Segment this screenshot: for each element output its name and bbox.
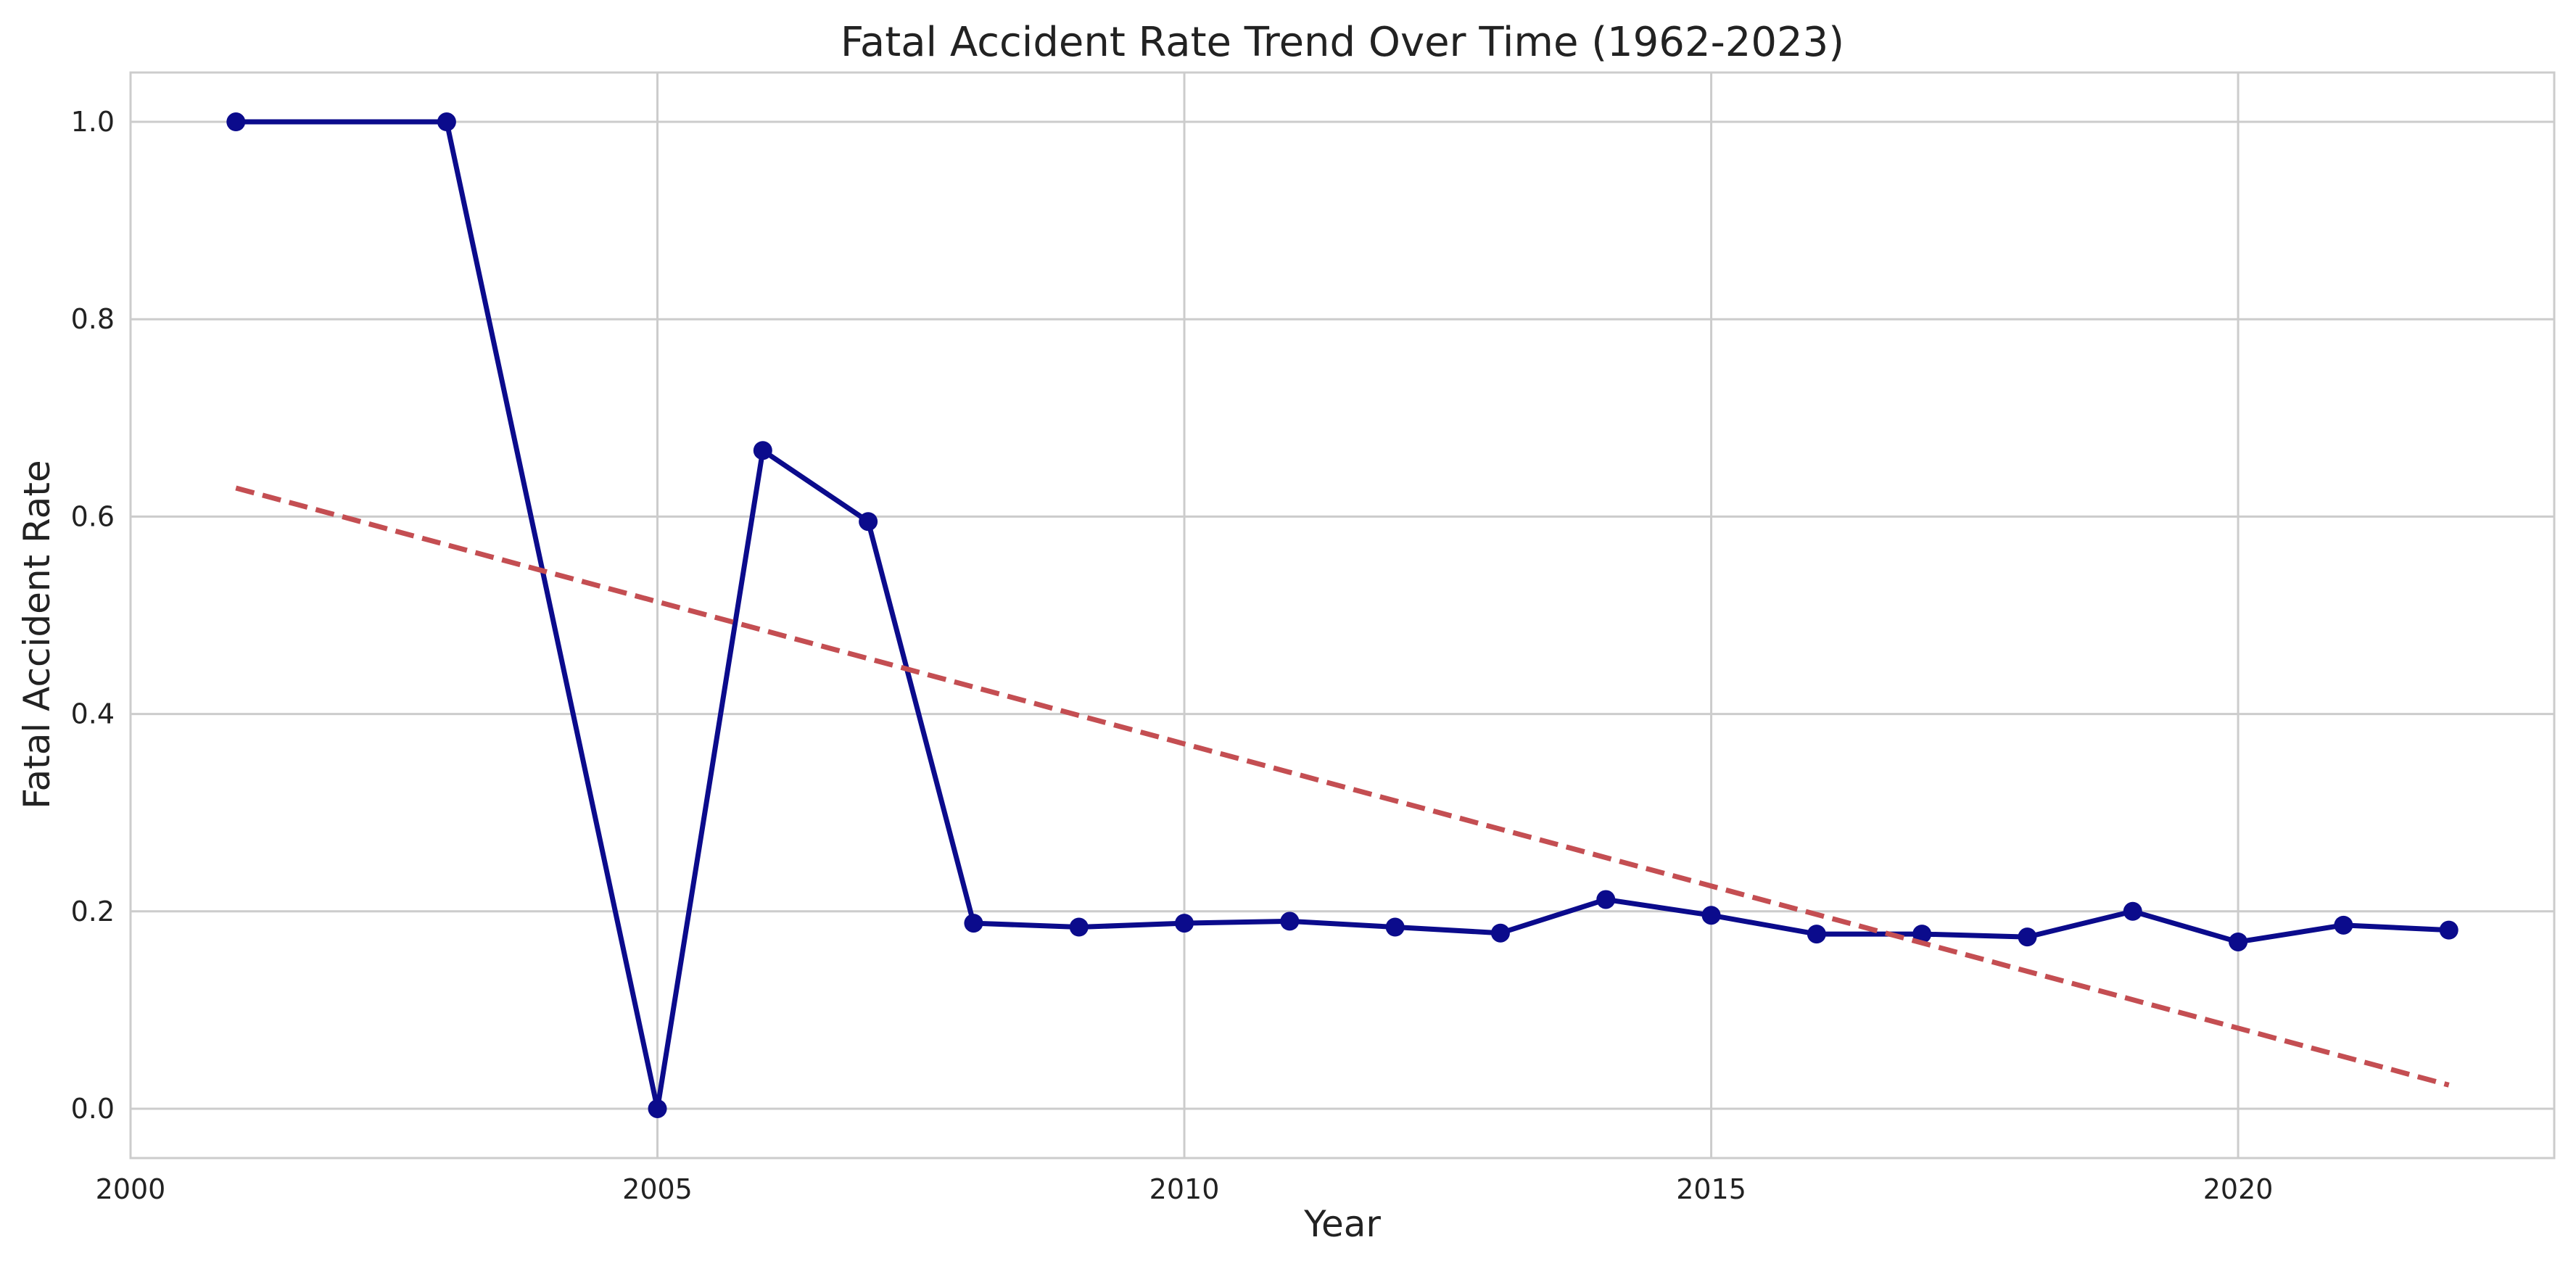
data-point bbox=[1175, 914, 1194, 933]
data-point bbox=[1069, 917, 1089, 937]
data-point bbox=[226, 112, 246, 132]
data-point bbox=[1596, 890, 1616, 909]
trend-line bbox=[235, 485, 2450, 1088]
y-tick-label: 1.0 bbox=[71, 106, 115, 138]
tick-labels: 2000 2005 2010 2015 2020 0.0 0.2 0.4 0.6 0.8 1.0 bbox=[71, 106, 2274, 1205]
data-point bbox=[2439, 920, 2459, 940]
data-point bbox=[437, 112, 456, 132]
x-tick-label: 2015 bbox=[1676, 1173, 1746, 1205]
x-tick-label: 2020 bbox=[2203, 1173, 2274, 1205]
plot-frame bbox=[129, 71, 2556, 1160]
grid bbox=[129, 73, 2554, 1158]
data-point bbox=[2018, 927, 2037, 947]
data-point bbox=[2123, 901, 2142, 921]
y-axis-label: Fatal Accident Rate bbox=[16, 460, 58, 809]
chart-title: Fatal Accident Rate Trend Over Time (196… bbox=[841, 19, 1844, 66]
series bbox=[226, 112, 2459, 1118]
data-point bbox=[648, 1099, 667, 1118]
data-point bbox=[2229, 932, 2248, 951]
data-point bbox=[1701, 906, 1721, 925]
data-point bbox=[1807, 925, 1826, 944]
data-point bbox=[859, 512, 878, 532]
data-point bbox=[964, 914, 983, 933]
data-point bbox=[753, 441, 772, 460]
y-tick-label: 0.4 bbox=[71, 698, 115, 730]
data-point bbox=[1385, 917, 1405, 937]
x-tick-label: 2000 bbox=[96, 1173, 166, 1205]
y-tick-label: 0.6 bbox=[71, 500, 115, 532]
data-point bbox=[1912, 925, 1932, 944]
y-tick-label: 0.8 bbox=[71, 303, 115, 335]
data-point bbox=[1280, 912, 1300, 931]
y-tick-label: 0.2 bbox=[71, 896, 115, 927]
x-tick-label: 2005 bbox=[622, 1173, 693, 1205]
data-point bbox=[2334, 915, 2353, 935]
x-tick-label: 2010 bbox=[1149, 1173, 1220, 1205]
rate-series-line bbox=[233, 119, 2452, 1112]
y-tick-label: 0.0 bbox=[71, 1093, 115, 1125]
data-point bbox=[1490, 923, 1510, 943]
x-axis-label: Year bbox=[1303, 1203, 1381, 1245]
